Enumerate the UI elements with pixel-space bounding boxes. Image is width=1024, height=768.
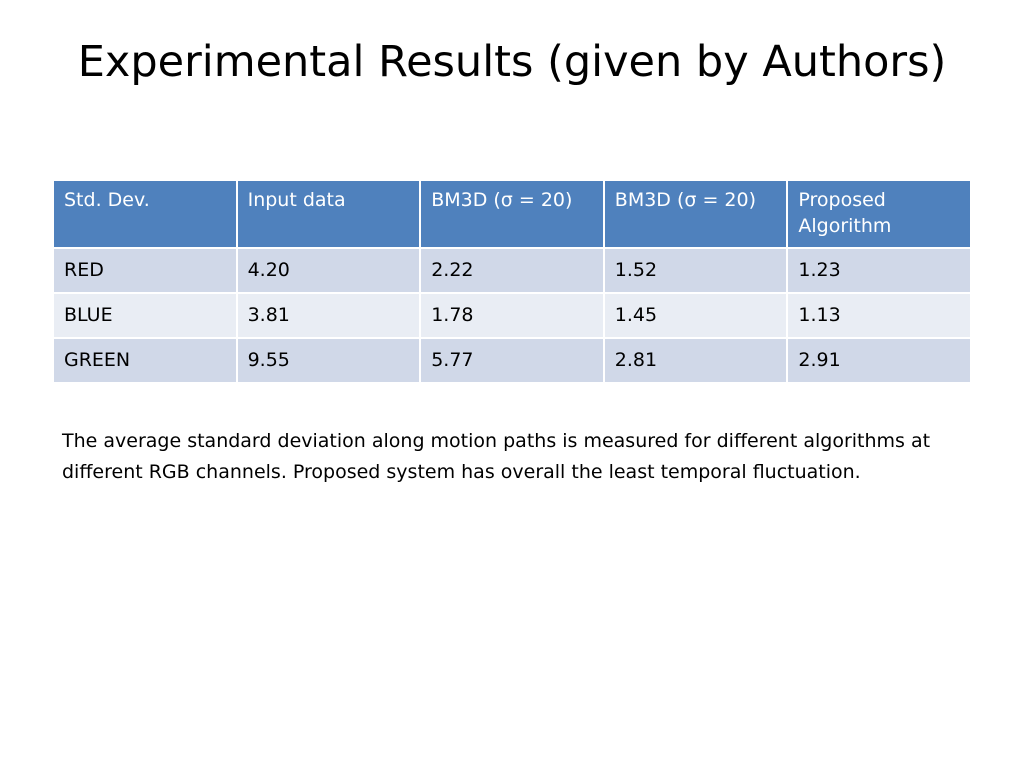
table-cell: 1.45: [602, 292, 789, 339]
header-input-data: Input data: [235, 179, 422, 249]
table-cell: 9.55: [235, 337, 422, 384]
header-bm3d-1: BM3D (σ = 20): [419, 179, 605, 249]
header-std-dev: Std. Dev.: [52, 179, 238, 249]
results-table: Std. Dev. Input data BM3D (σ = 20) BM3D …: [52, 179, 972, 384]
table-cell: 5.77: [419, 337, 605, 384]
table-cell: 2.22: [419, 247, 605, 294]
table-cell: BLUE: [52, 292, 238, 339]
table-header-row: Std. Dev. Input data BM3D (σ = 20) BM3D …: [52, 179, 972, 249]
table-row: BLUE 3.81 1.78 1.45 1.13: [52, 292, 972, 339]
header-bm3d-2: BM3D (σ = 20): [602, 179, 789, 249]
table-cell: 1.78: [419, 292, 605, 339]
table-cell: GREEN: [52, 337, 238, 384]
slide-caption: The average standard deviation along mot…: [62, 430, 931, 483]
table-cell: RED: [52, 247, 238, 294]
slide-title: Experimental Results (given by Authors): [77, 37, 947, 87]
table-row: GREEN 9.55 5.77 2.81 2.91: [52, 337, 972, 384]
table-cell: 4.20: [235, 247, 422, 294]
table-cell: 1.13: [786, 292, 972, 339]
table-cell: 1.52: [602, 247, 789, 294]
table-cell: 1.23: [786, 247, 972, 294]
table-cell: 3.81: [235, 292, 422, 339]
header-proposed-algorithm: Proposed Algorithm: [786, 179, 972, 249]
table-cell: 2.81: [602, 337, 789, 384]
table-cell: 2.91: [786, 337, 972, 384]
table-row: RED 4.20 2.22 1.52 1.23: [52, 247, 972, 294]
